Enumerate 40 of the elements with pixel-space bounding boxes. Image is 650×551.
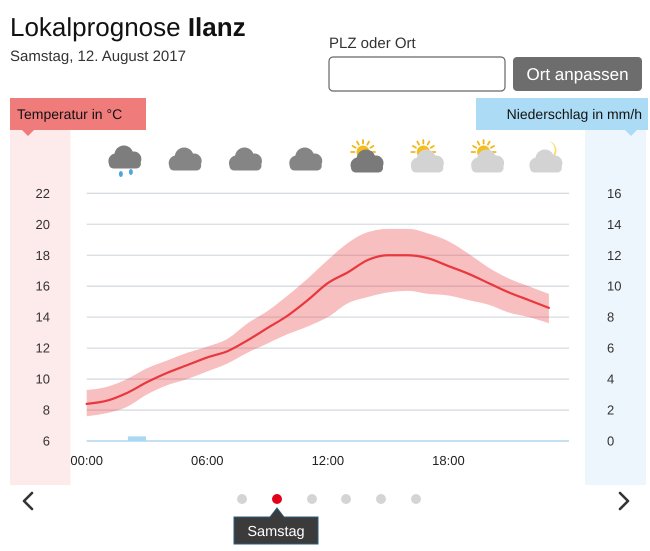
y-axis-title: Temperatur in °C (17, 106, 122, 122)
x-tick-label: 06:00 (191, 453, 224, 468)
text: PLZ oder Ort (329, 35, 417, 52)
y-tick-label: 12 (36, 340, 50, 356)
page-dot[interactable] (411, 494, 421, 504)
page-dot[interactable] (237, 494, 247, 504)
y2-tick-label: 8 (607, 310, 614, 325)
page-dot[interactable] (341, 494, 351, 504)
y2-tick-label: 6 (607, 340, 614, 356)
y-tick-label: 18 (36, 248, 50, 263)
y-tick-label: 6 (42, 434, 50, 449)
y-tick-label: 8 (42, 402, 50, 418)
chevron-right-icon[interactable] (618, 492, 630, 510)
page-dot[interactable] (307, 494, 317, 504)
x-tick-label: 12:00 (312, 453, 344, 468)
active-page-dot[interactable] (272, 494, 282, 504)
chart-title: Lokalprognose Ilanz (10, 12, 246, 42)
y2-tick-label: 2 (607, 402, 614, 418)
y-tick-label: 10 (36, 372, 50, 387)
y-tick-label: 22 (36, 186, 50, 201)
text: Samstag (247, 524, 305, 540)
button[interactable] (513, 57, 642, 91)
chart-subtitle: Samstag, 12. August 2017 (10, 48, 186, 65)
y2-tick-label: 4 (607, 372, 614, 387)
y2-tick-label: 0 (607, 434, 614, 449)
y2-tick-label: 10 (607, 278, 622, 294)
x-tick-label: 18:00 (432, 453, 465, 468)
chevron-left-icon[interactable] (22, 492, 34, 510)
y2-tick-label: 16 (607, 186, 622, 201)
y2-axis-title: Niederschlag in mm/h (506, 106, 642, 122)
text: Ort anpassen (526, 65, 629, 84)
y-tick-label: 16 (36, 278, 50, 294)
y-tick-label: 20 (36, 216, 50, 232)
y-tick-label: 14 (36, 310, 50, 325)
text-field[interactable] (328, 56, 506, 92)
x-tick-label: 00:00 (70, 453, 103, 468)
page-dot[interactable] (376, 494, 386, 504)
y2-tick-label: 14 (607, 216, 622, 232)
y2-tick-label: 12 (607, 248, 622, 263)
line-series (86, 254, 550, 405)
